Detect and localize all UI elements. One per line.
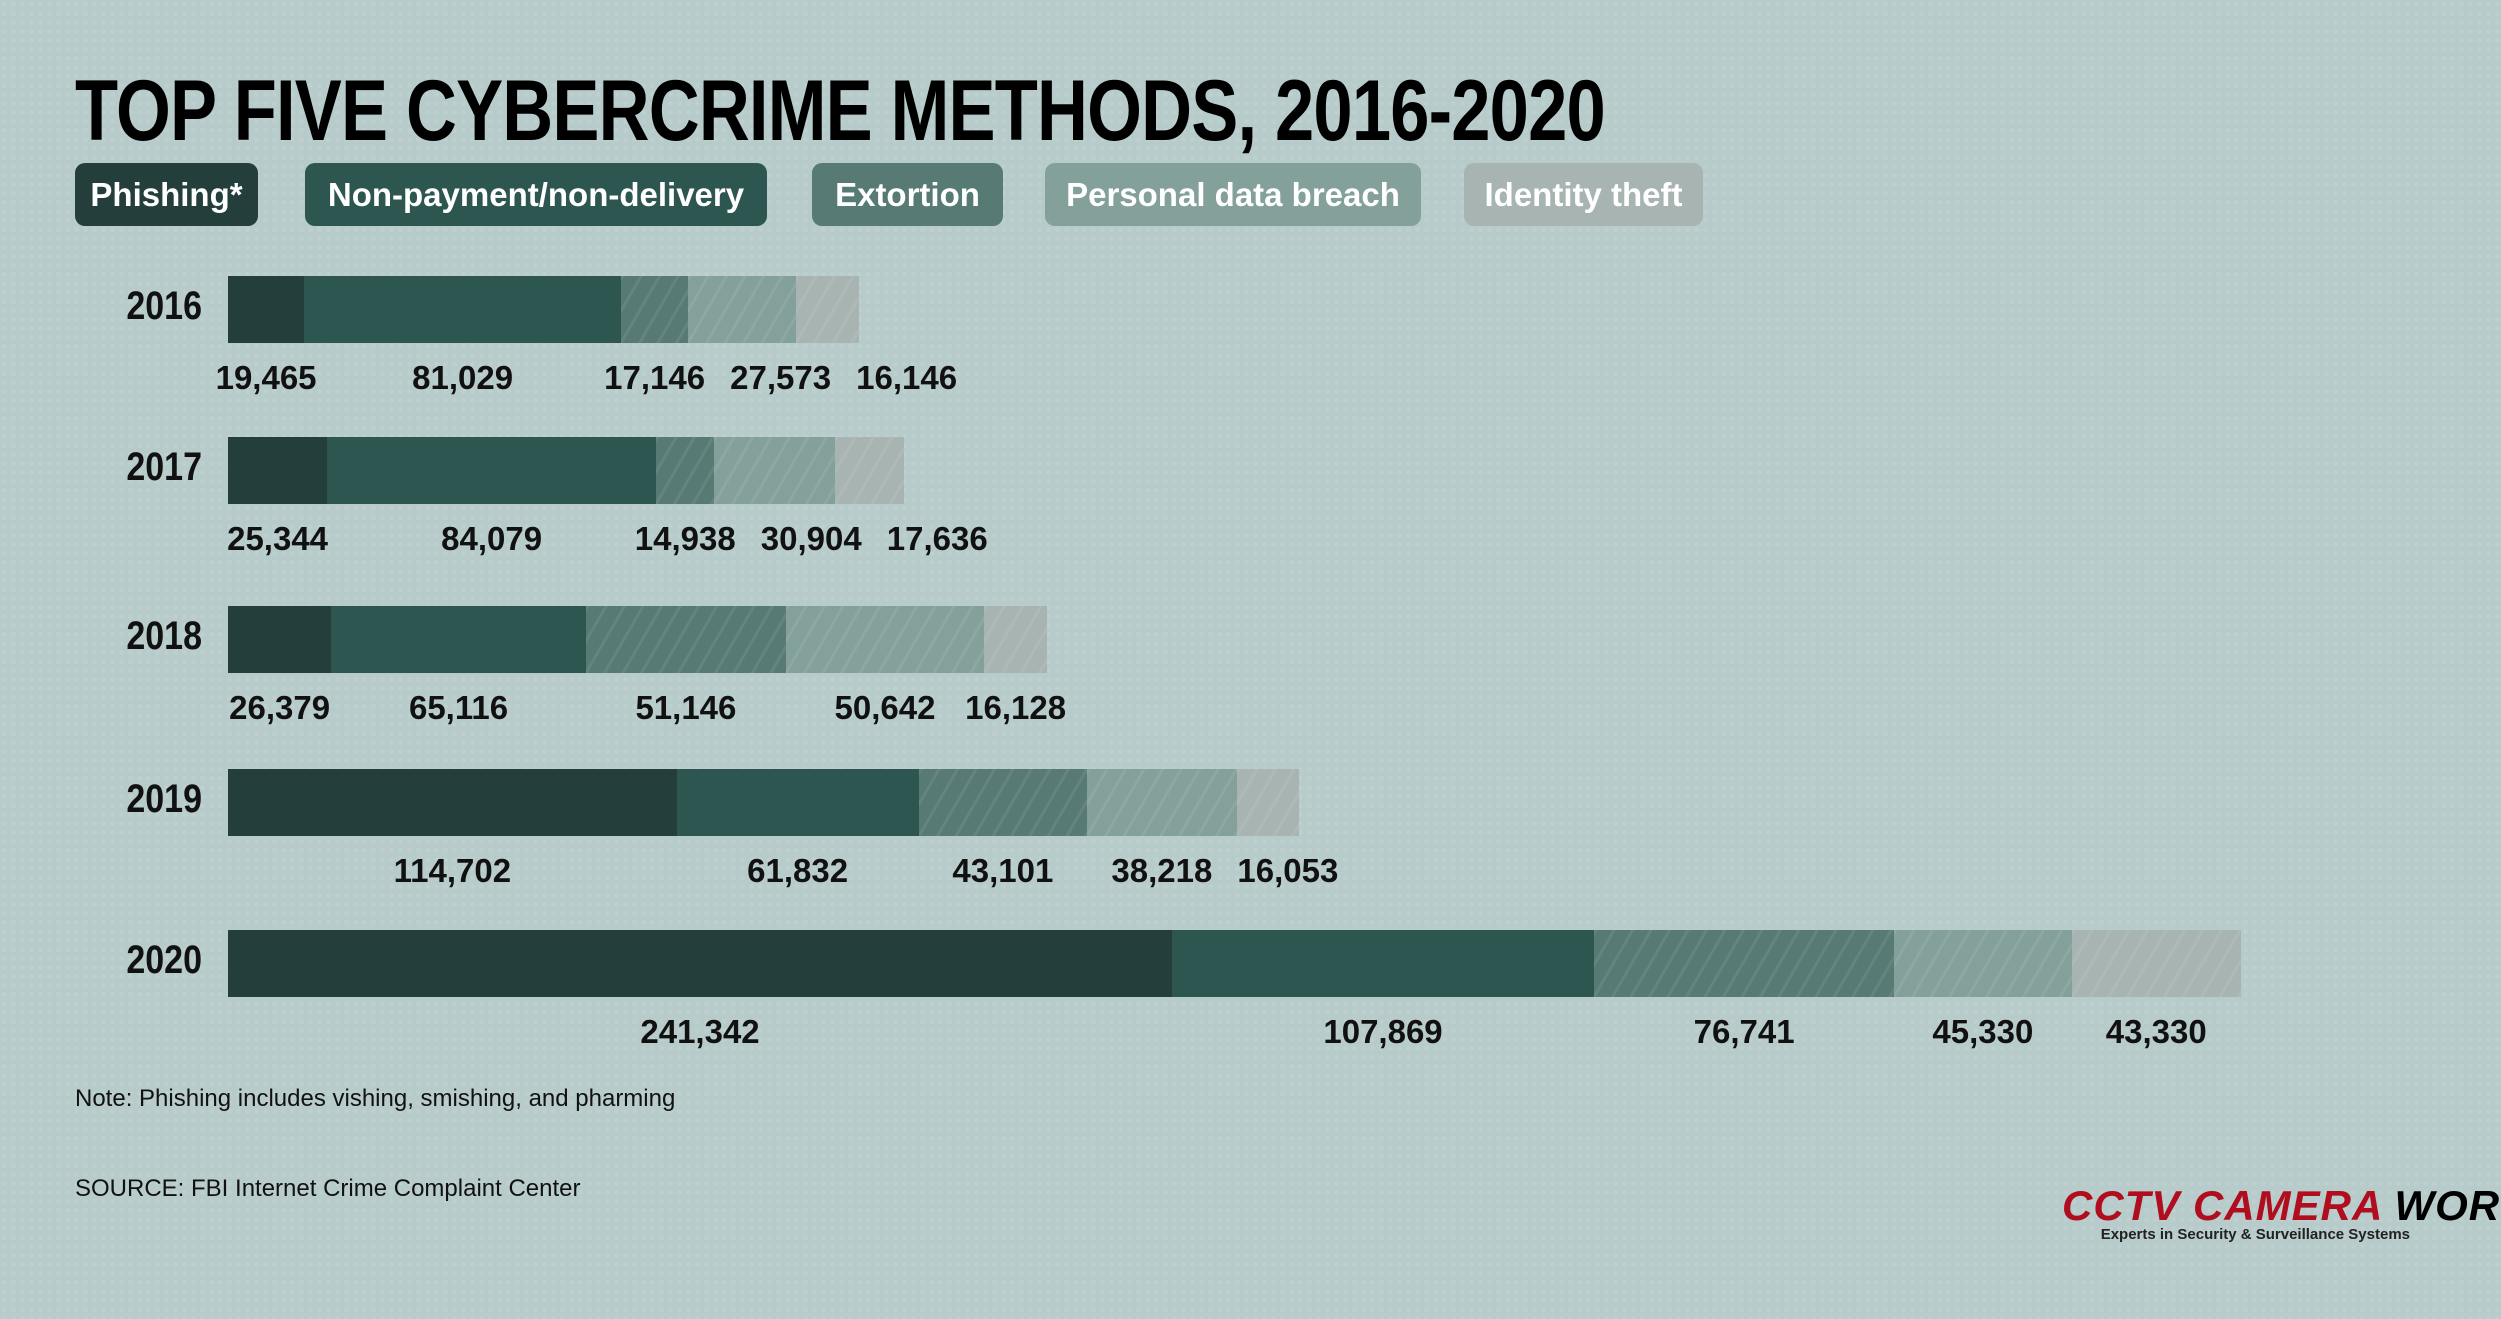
value-label-2016-0: 19,465 — [215, 359, 317, 396]
value-label-2019-3: 38,218 — [1111, 852, 1213, 889]
value-label-2017-2: 14,938 — [634, 520, 736, 557]
bar-segment-2016-4 — [796, 276, 860, 343]
value-label-2016-2: 17,146 — [604, 359, 706, 396]
value-label-2020-4: 43,330 — [2105, 1013, 2207, 1050]
year-label-2019: 2019 — [126, 777, 202, 821]
value-label-2020-1: 107,869 — [1323, 1013, 1443, 1050]
bar-segment-2016-3 — [688, 276, 796, 343]
bar-segment-2019-4 — [1236, 769, 1300, 836]
value-label-2017-1: 84,079 — [441, 520, 543, 557]
value-label-2020-3: 45,330 — [1932, 1013, 2034, 1050]
bar-segment-2017-2 — [656, 437, 715, 504]
value-label-2018-1: 65,116 — [408, 689, 509, 726]
bar-segment-2019-1 — [676, 769, 919, 836]
value-label-2016-4: 16,146 — [856, 359, 958, 396]
value-label-2017-0: 25,344 — [227, 520, 329, 557]
note: Note: Phishing includes vishing, smishin… — [75, 1085, 676, 1112]
legend-item-4: Identity theft — [1464, 163, 1703, 226]
year-label-2018: 2018 — [126, 614, 202, 658]
bar-segment-2019-2 — [918, 769, 1088, 836]
logo-tagline: Experts in Security & Surveillance Syste… — [2100, 1226, 2410, 1243]
bar-segment-2019-3 — [1087, 769, 1237, 836]
value-label-2019-1: 61,832 — [747, 852, 849, 889]
bar-segment-2018-3 — [785, 606, 985, 673]
value-label-2017-3: 30,904 — [760, 520, 862, 557]
year-label-2017: 2017 — [126, 445, 202, 489]
bar-segment-2019-0 — [228, 769, 677, 836]
bar-segment-2020-3 — [1894, 930, 2072, 997]
legend-item-2: Extortion — [812, 163, 1003, 226]
value-label-2020-2: 76,741 — [1693, 1013, 1795, 1050]
legend-item-0: Phishing* — [75, 163, 258, 226]
bar-segment-2017-1 — [327, 437, 656, 504]
chart-title: TOP FIVE CYBERCRIME METHODS, 2016-2020 — [75, 63, 1606, 159]
year-label-2016: 2016 — [126, 284, 202, 328]
value-label-2018-3: 50,642 — [834, 689, 936, 726]
value-label-2016-3: 27,573 — [730, 359, 832, 396]
value-label-2018-4: 16,128 — [965, 689, 1067, 726]
value-label-2019-0: 114,702 — [393, 852, 512, 889]
bar-segment-2018-2 — [585, 606, 786, 673]
value-label-2019-4: 16,053 — [1237, 852, 1339, 889]
value-label-2019-2: 43,101 — [952, 852, 1054, 889]
legend-item-1: Non-payment/non-delivery — [305, 163, 767, 226]
bar-segment-2016-2 — [621, 276, 689, 343]
logo-text-black: WORLD — [2394, 1182, 2501, 1229]
bar-segment-2018-4 — [984, 606, 1048, 673]
bar-segment-2020-2 — [1594, 930, 1895, 997]
bar-segment-2017-4 — [835, 437, 905, 504]
bar-segment-2020-4 — [2071, 930, 2241, 997]
bar-segment-2018-0 — [228, 606, 332, 673]
logo: CCTV CAMERA WORLD Experts in Security & … — [2062, 1182, 2501, 1243]
bar-segment-2020-1 — [1172, 930, 1594, 997]
bar-segment-2017-3 — [714, 437, 836, 504]
bar-segment-2018-1 — [331, 606, 586, 673]
value-label-2018-0: 26,379 — [229, 689, 331, 726]
bar-segment-2016-1 — [304, 276, 622, 343]
source: SOURCE: FBI Internet Crime Complaint Cen… — [75, 1175, 581, 1202]
logo-text-red: CCTV CAMERA — [2062, 1182, 2382, 1229]
year-label-2020: 2020 — [126, 938, 202, 982]
bar-segment-2016-0 — [228, 276, 305, 343]
bar-segment-2017-0 — [228, 437, 328, 504]
legend-item-3: Personal data breach — [1045, 163, 1421, 226]
value-label-2016-1: 81,029 — [412, 359, 514, 396]
value-label-2020-0: 241,342 — [640, 1013, 760, 1050]
value-label-2017-4: 17,636 — [886, 520, 988, 557]
value-label-2018-2: 51,146 — [635, 689, 737, 726]
bar-segment-2020-0 — [228, 930, 1173, 997]
